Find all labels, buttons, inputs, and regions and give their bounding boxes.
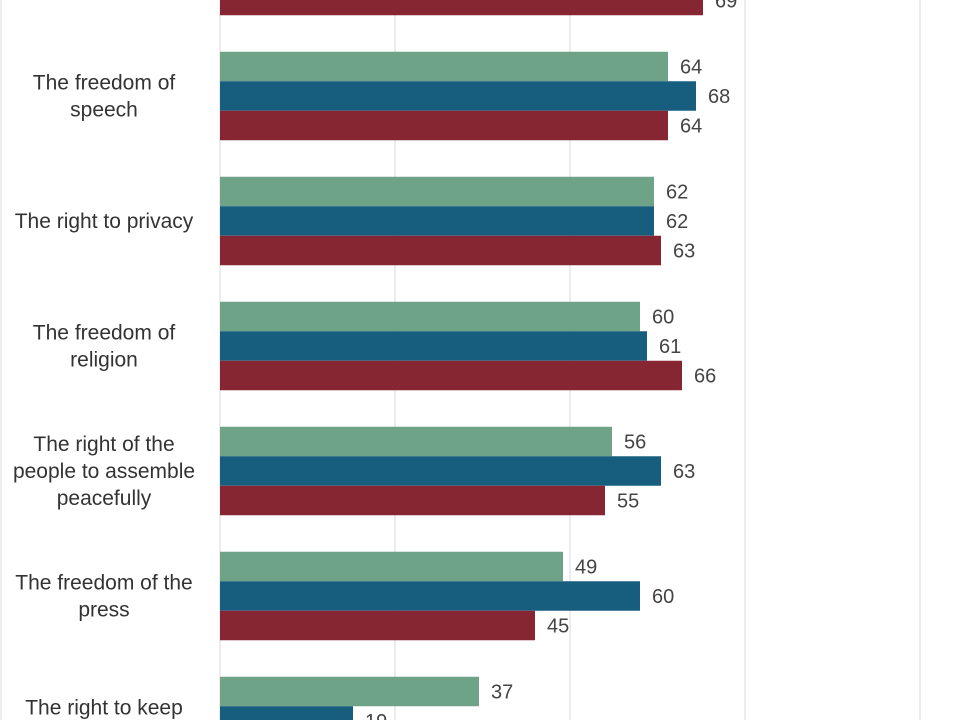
data-label: 37 bbox=[491, 682, 513, 704]
data-label: 60 bbox=[652, 586, 674, 608]
bar bbox=[220, 301, 640, 332]
data-label: 56 bbox=[624, 432, 646, 454]
category-label-line: The right to keep bbox=[25, 697, 183, 720]
data-label: 60 bbox=[652, 307, 674, 329]
category-label-line: peacefully bbox=[57, 487, 152, 510]
bar bbox=[220, 176, 654, 207]
bar bbox=[220, 676, 479, 707]
category-label-line: religion bbox=[70, 349, 138, 372]
bars bbox=[220, 0, 703, 720]
bar bbox=[220, 610, 535, 641]
data-label: 61 bbox=[659, 336, 681, 358]
bar bbox=[220, 0, 703, 16]
data-label: 68 bbox=[708, 86, 730, 108]
category-label: The right to keepand bear arms bbox=[25, 697, 183, 720]
category-label-line: The right to privacy bbox=[15, 210, 194, 233]
bar bbox=[220, 581, 640, 611]
bar bbox=[220, 331, 647, 361]
category-label: The right of the people to assemble peacef… bbox=[13, 433, 195, 510]
category-label-line: The freedom of bbox=[33, 72, 176, 95]
category-label: The right to privacy bbox=[15, 210, 194, 233]
bar bbox=[220, 206, 654, 236]
data-label: 63 bbox=[673, 461, 695, 483]
data-labels: 69 64 68 64 62 62 63 60 61 66 56 63 55 49 60 45 37 19 bbox=[365, 0, 737, 720]
data-label: 63 bbox=[673, 241, 695, 263]
bar bbox=[220, 51, 668, 82]
data-label: 19 bbox=[365, 711, 387, 720]
data-label: 49 bbox=[575, 557, 597, 579]
bar bbox=[220, 360, 682, 391]
category-label: The freedom of the press bbox=[15, 572, 192, 622]
bar bbox=[220, 485, 605, 516]
data-label: 69 bbox=[715, 0, 737, 13]
data-label: 62 bbox=[666, 182, 688, 204]
bar bbox=[220, 110, 668, 141]
data-label: 64 bbox=[680, 57, 702, 79]
category-labels: Equal protection underthe lawThe freedom… bbox=[13, 72, 195, 720]
bar bbox=[220, 235, 661, 266]
bar bbox=[220, 426, 612, 457]
bar bbox=[220, 706, 353, 720]
category-label: The freedom of religion bbox=[33, 322, 176, 372]
data-label: 45 bbox=[547, 616, 569, 638]
data-label: 64 bbox=[680, 116, 702, 138]
category-label-line: The freedom of bbox=[33, 322, 176, 345]
category-label-line: The right of the bbox=[33, 433, 174, 456]
data-label: 55 bbox=[617, 491, 639, 513]
category-label-line: speech bbox=[70, 99, 138, 122]
category-label-line: people to assemble bbox=[13, 460, 195, 483]
bar bbox=[220, 456, 661, 486]
bar bbox=[220, 81, 696, 111]
data-label: 62 bbox=[666, 211, 688, 233]
bar bbox=[220, 551, 563, 582]
data-label: 66 bbox=[694, 366, 716, 388]
category-label: The freedom of speech bbox=[33, 72, 176, 122]
category-label-line: press bbox=[78, 599, 129, 622]
category-label-line: The freedom of the bbox=[15, 572, 192, 595]
